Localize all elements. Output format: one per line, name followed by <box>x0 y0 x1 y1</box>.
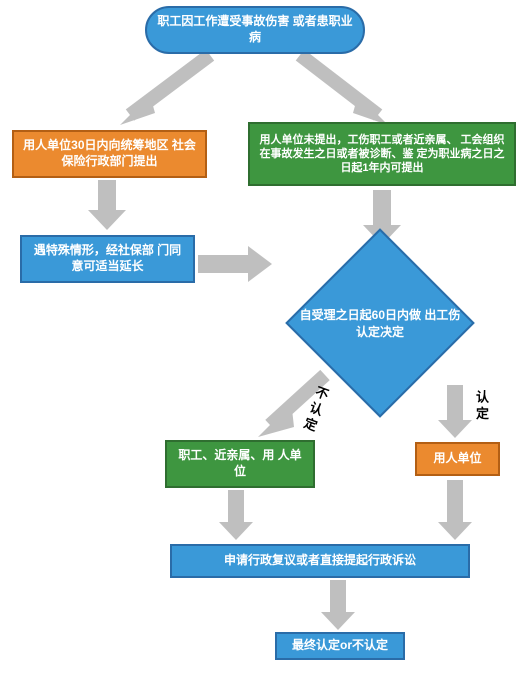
node-right-party: 用人单位 <box>415 442 500 476</box>
node-employer30: 用人单位30日内向统筹地区 社会保险行政部门提出 <box>12 130 207 178</box>
node-extend-label: 遇特殊情形，经社保部 门同意可适当延长 <box>28 243 187 274</box>
node-decision: 自受理之日起60日内做 出工伤认定决定 <box>285 250 475 395</box>
node-no-employer-label: 用人单位未提出，工伤职工或者近亲属、 工会组织在事故发生之日或者被诊断、鉴 定为… <box>256 133 508 176</box>
node-decision-label: 自受理之日起60日内做 出工伤认定决定 <box>297 306 463 340</box>
node-appeal: 申请行政复议或者直接提起行政诉讼 <box>170 544 470 578</box>
node-left-party-label: 职工、近亲属、用 人单位 <box>173 448 307 479</box>
edge-yes-label: 认 定 <box>472 390 491 420</box>
node-no-employer: 用人单位未提出，工伤职工或者近亲属、 工会组织在事故发生之日或者被诊断、鉴 定为… <box>248 122 516 186</box>
node-start: 职工因工作遭受事故伤害 或者患职业病 <box>145 6 365 54</box>
node-employer30-label: 用人单位30日内向统筹地区 社会保险行政部门提出 <box>20 138 199 169</box>
node-final: 最终认定or不认定 <box>275 632 405 660</box>
node-extend: 遇特殊情形，经社保部 门同意可适当延长 <box>20 235 195 283</box>
node-appeal-label: 申请行政复议或者直接提起行政诉讼 <box>224 553 416 569</box>
node-start-label: 职工因工作遭受事故伤害 或者患职业病 <box>153 14 357 45</box>
node-left-party: 职工、近亲属、用 人单位 <box>165 440 315 488</box>
node-final-label: 最终认定or不认定 <box>292 638 388 654</box>
node-right-party-label: 用人单位 <box>433 451 481 467</box>
